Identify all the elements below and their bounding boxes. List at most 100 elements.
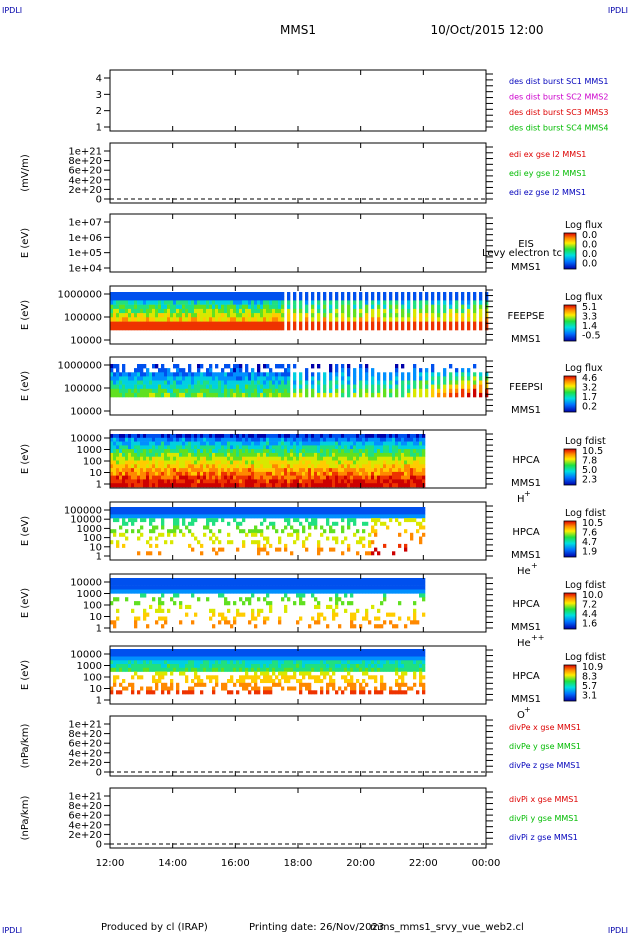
spectrogram-cell — [413, 608, 417, 613]
spectrogram-cell — [233, 649, 237, 654]
spectrogram-cell — [311, 521, 315, 526]
spectrogram-cell — [371, 540, 375, 545]
spectrogram-cell — [119, 475, 123, 480]
spectrogram-cell — [146, 376, 150, 381]
colorbar-title: Log fdist — [565, 580, 606, 591]
spectrogram-cell — [215, 296, 219, 301]
spectrogram-cell — [113, 441, 117, 446]
spectrogram-cell — [134, 510, 138, 515]
spectrogram-cell — [260, 521, 264, 526]
spectrogram-cell — [149, 372, 153, 377]
spectrogram-cell — [413, 449, 417, 454]
spectrogram-cell — [185, 675, 189, 680]
spectrogram-cell — [182, 652, 186, 657]
spectrogram-cell — [239, 660, 243, 665]
spectrogram-cell — [281, 483, 285, 488]
spectrogram-cell — [194, 612, 198, 617]
colorbar — [563, 232, 577, 270]
spectrogram-cell — [143, 510, 147, 515]
spectrogram-cell — [311, 380, 315, 385]
spectrogram-cell — [185, 475, 189, 480]
spectrogram-cell — [353, 578, 357, 583]
spectrogram-cell — [248, 380, 252, 385]
spectrogram-cell — [386, 475, 390, 480]
spectrogram-cell — [227, 620, 231, 625]
spectrogram-cell — [227, 521, 231, 526]
spectrogram-cell — [209, 304, 213, 310]
spectrogram-cell — [155, 456, 159, 461]
spectrogram-cell — [116, 372, 120, 377]
spectrogram-cell — [218, 581, 222, 586]
spectrogram-cell — [182, 325, 186, 331]
spectrogram-cell — [203, 388, 207, 394]
spectrogram-cell — [311, 388, 315, 394]
spectrogram-cell — [371, 368, 375, 373]
spectrogram-cell — [203, 292, 207, 297]
spectrogram-cell — [314, 597, 318, 602]
spectrogram-cell — [260, 656, 264, 661]
spectrogram-cell — [236, 510, 240, 515]
spectrogram-cell — [233, 300, 237, 305]
spectrogram-cell — [260, 376, 264, 381]
spectrogram-cell — [110, 510, 114, 515]
spectrogram-cell — [224, 581, 228, 586]
spectrogram-cell — [158, 384, 162, 390]
spectrogram-cell — [116, 664, 120, 669]
spectrogram-cell — [485, 325, 489, 331]
spectrogram-cell — [146, 667, 150, 672]
spectrogram-cell — [212, 518, 216, 523]
spectrogram-cell — [122, 364, 126, 369]
spectrogram-cell — [317, 376, 321, 381]
spectrogram-cell — [242, 589, 246, 594]
spectrogram-cell — [158, 578, 162, 583]
spectrogram-cell — [188, 449, 192, 454]
spectrogram-cell — [227, 376, 231, 381]
spectrogram-cell — [113, 652, 117, 657]
spectrogram-cell — [122, 292, 126, 297]
spectrogram-cell — [419, 475, 423, 480]
spectrogram-cell — [257, 445, 261, 450]
spectrogram-cell — [443, 308, 447, 314]
spectrogram-cell — [116, 510, 120, 515]
spectrogram-cell — [191, 384, 195, 390]
spectrogram-cell — [347, 380, 351, 385]
spectrogram-cell — [188, 321, 192, 327]
spectrogram-cell — [377, 624, 381, 629]
spectrogram-cell — [401, 445, 405, 450]
spectrogram-cell — [182, 292, 186, 297]
spectrogram-cell — [425, 317, 429, 322]
spectrogram-cell — [191, 649, 195, 654]
spectrogram-cell — [215, 292, 219, 297]
spectrogram-cell — [248, 675, 252, 680]
spectrogram-cell — [365, 510, 369, 515]
spectrogram-cell — [197, 460, 201, 465]
spectrogram-cell — [128, 483, 132, 488]
spectrogram-cell — [425, 304, 429, 310]
spectrogram-cell — [374, 518, 378, 523]
spectrogram-cell — [404, 514, 408, 519]
spectrogram-cell — [188, 510, 192, 515]
spectrogram-cell — [194, 589, 198, 594]
spectrogram-cell — [311, 384, 315, 390]
spectrogram-cell — [344, 589, 348, 594]
spectrogram-cell — [257, 529, 261, 534]
spectrogram-cell — [341, 364, 345, 369]
spectrogram-cell — [146, 456, 150, 461]
spectrogram-cell — [191, 507, 195, 511]
spectrogram-cell — [155, 649, 159, 654]
spectrogram-cell — [143, 664, 147, 669]
spectrogram-cell — [395, 313, 399, 318]
spectrogram-cell — [266, 325, 270, 331]
spectrogram-cell — [293, 437, 297, 442]
spectrogram-cell — [140, 308, 144, 314]
spectrogram-cell — [398, 510, 402, 515]
spectrogram-cell — [383, 597, 387, 602]
spectrogram-cell — [269, 304, 273, 310]
spectrogram-cell — [431, 317, 435, 322]
spectrogram-cell — [401, 380, 405, 385]
spectrogram-cell — [269, 589, 273, 594]
spectrogram-cell — [122, 652, 126, 657]
spectrogram-cell — [257, 437, 261, 442]
spectrogram-cell — [155, 304, 159, 310]
spectrogram-cell — [161, 388, 165, 394]
